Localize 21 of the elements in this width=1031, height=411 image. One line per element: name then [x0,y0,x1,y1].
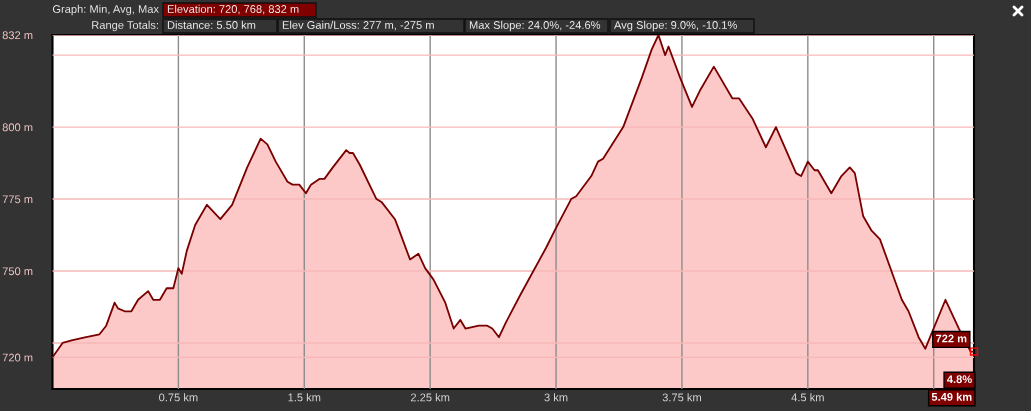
x-tick-label: 3 km [544,393,568,402]
y-tick-label: 832 m [2,31,33,40]
x-tick-label: 1.5 km [288,393,321,402]
annotation: 4.8% [947,375,972,384]
text: Avg Slope: 9.0%, -10.1% [614,20,737,32]
text: Distance: 5.50 km [167,20,256,29]
text: Elev Gain/Loss: 277 m, -275 m [282,20,434,31]
x-tick-label: 0.75 km [159,393,198,402]
y-tick-label: 775 m [2,195,33,204]
x-tick-label: 3.75 km [662,393,701,402]
y-tick-label: 720 m [2,353,33,362]
x-tick-label: 2.25 km [410,393,450,402]
text: Range Totals: [92,20,158,32]
text: 5.49 km [931,392,972,401]
text: Max Slope: 24.0%, -24.6% [469,20,601,32]
y-tick-label: 800 m [2,123,33,132]
annotation: 722 m [936,334,967,343]
x-tick-label: 4.5 km [791,393,824,402]
text: Graph: Min, Avg, Max [52,4,159,16]
text: Elevation: 720, 768, 832 m [167,4,299,15]
y-tick-label: 750 m [2,267,33,276]
